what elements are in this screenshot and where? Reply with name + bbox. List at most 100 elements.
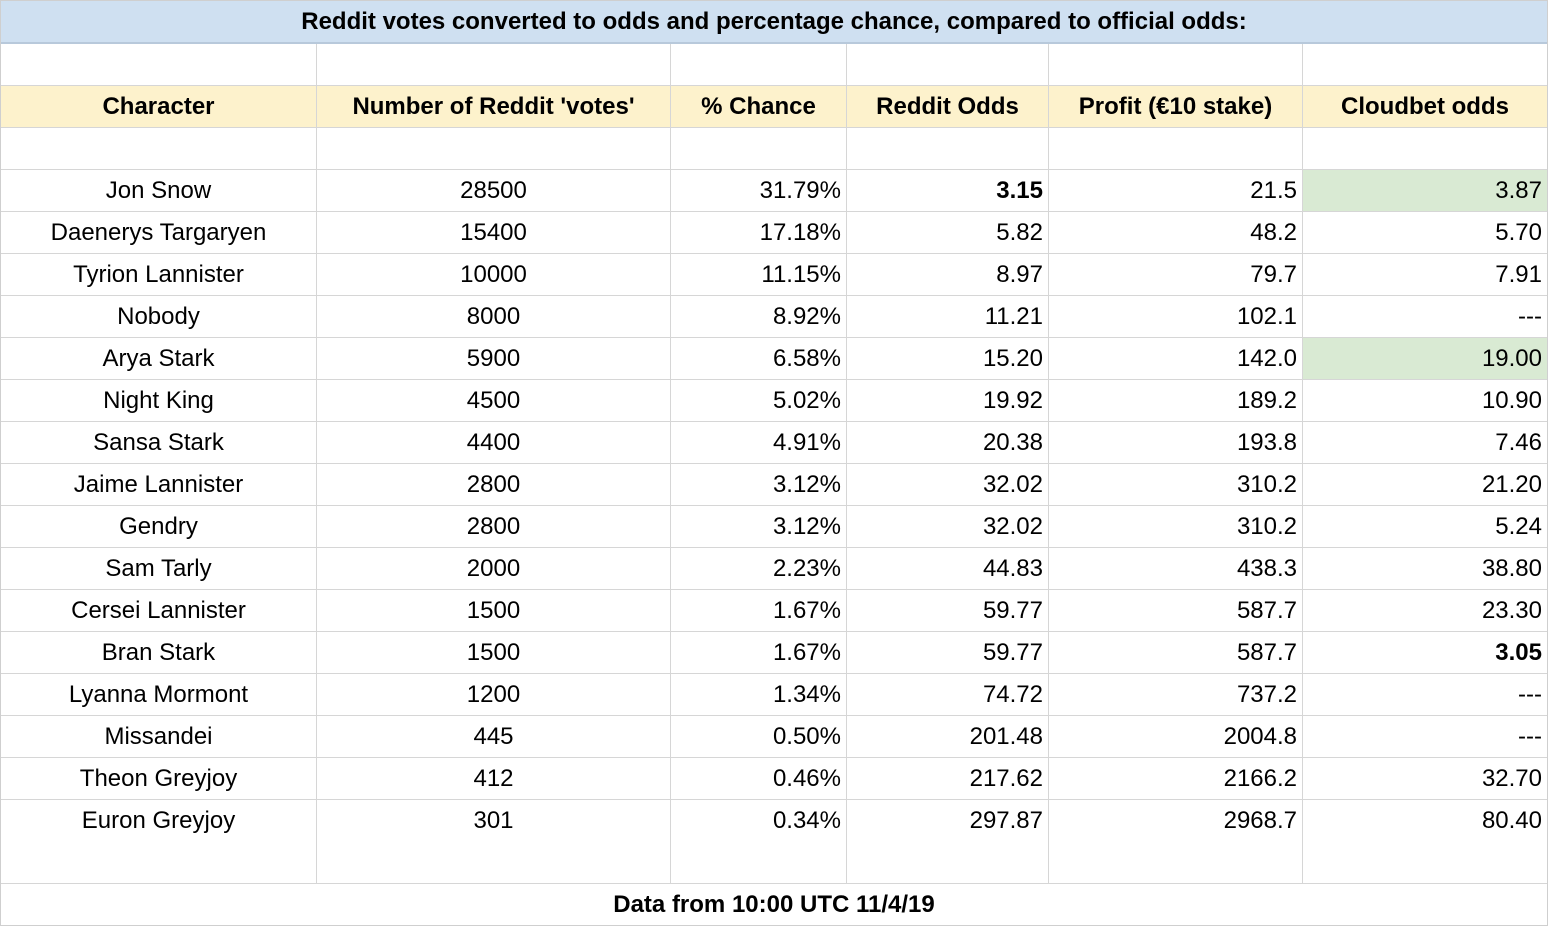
- cell-cloudbet-odds[interactable]: 10.90: [1481, 386, 1542, 414]
- cell-chance[interactable]: 3.12%: [671, 464, 847, 505]
- cell-reddit-odds[interactable]: 297.87: [847, 800, 1049, 842]
- cell[interactable]: [1049, 128, 1303, 169]
- cell[interactable]: [1, 128, 317, 169]
- cell[interactable]: [1, 44, 317, 85]
- cell-character[interactable]: Missandei: [1, 716, 317, 757]
- cell-chance[interactable]: 6.58%: [671, 338, 847, 379]
- cell-chance[interactable]: 0.50%: [671, 716, 847, 757]
- cell-profit[interactable]: 79.7: [1049, 254, 1303, 295]
- cell[interactable]: [1303, 128, 1547, 169]
- cell-votes[interactable]: 4400: [317, 422, 671, 463]
- cell-profit[interactable]: 438.3: [1049, 548, 1303, 589]
- cell-cloudbet-odds[interactable]: 32.70: [1481, 764, 1542, 792]
- header-chance[interactable]: % Chance: [671, 86, 847, 127]
- cell-chance[interactable]: 4.91%: [671, 422, 847, 463]
- cell-profit[interactable]: 2166.2: [1049, 758, 1303, 799]
- cell-profit[interactable]: 737.2: [1049, 674, 1303, 715]
- cell-votes[interactable]: 1500: [317, 632, 671, 673]
- cell-cloudbet-odds[interactable]: ---: [1518, 722, 1542, 750]
- header-votes[interactable]: Number of Reddit 'votes': [317, 86, 671, 127]
- cell-chance[interactable]: 8.92%: [671, 296, 847, 337]
- cell-votes[interactable]: 2800: [317, 464, 671, 505]
- cell-character[interactable]: Jaime Lannister: [1, 464, 317, 505]
- cell-cloudbet-odds[interactable]: 3.87: [1303, 170, 1547, 211]
- header-character[interactable]: Character: [1, 86, 317, 127]
- cell-character[interactable]: Daenerys Targaryen: [1, 212, 317, 253]
- cell[interactable]: [1, 842, 317, 883]
- cell-reddit-odds[interactable]: 74.72: [847, 674, 1049, 715]
- cell[interactable]: [317, 842, 671, 883]
- cell-votes[interactable]: 2800: [317, 506, 671, 547]
- cell-profit[interactable]: 21.5: [1049, 170, 1303, 211]
- cell-character[interactable]: Cersei Lannister: [1, 590, 317, 631]
- cell-cloudbet-odds[interactable]: 7.91: [1495, 260, 1542, 288]
- cell-chance[interactable]: 2.23%: [671, 548, 847, 589]
- cell-chance[interactable]: 0.34%: [671, 800, 847, 842]
- cell-chance[interactable]: 3.12%: [671, 506, 847, 547]
- cell-votes[interactable]: 1500: [317, 590, 671, 631]
- cell-character[interactable]: Lyanna Mormont: [1, 674, 317, 715]
- cell-cloudbet-odds[interactable]: 5.24: [1495, 512, 1542, 540]
- cell[interactable]: [1049, 842, 1303, 883]
- cell-character[interactable]: Bran Stark: [1, 632, 317, 673]
- cell-cloudbet-odds[interactable]: 7.46: [1495, 428, 1542, 456]
- cell-reddit-odds[interactable]: 3.15: [847, 170, 1049, 211]
- cell-character[interactable]: Nobody: [1, 296, 317, 337]
- cell-chance[interactable]: 0.46%: [671, 758, 847, 799]
- cell-profit[interactable]: 48.2: [1049, 212, 1303, 253]
- cell-votes[interactable]: 412: [317, 758, 671, 799]
- cell-profit[interactable]: 193.8: [1049, 422, 1303, 463]
- cell-chance[interactable]: 11.15%: [671, 254, 847, 295]
- cell-character[interactable]: Euron Greyjoy: [1, 800, 317, 842]
- cell[interactable]: [317, 44, 671, 85]
- cell-votes[interactable]: 5900: [317, 338, 671, 379]
- cell[interactable]: [847, 44, 1049, 85]
- cell-cloudbet-odds[interactable]: 19.00: [1303, 338, 1547, 379]
- cell-character[interactable]: Tyrion Lannister: [1, 254, 317, 295]
- cell-votes[interactable]: 10000: [317, 254, 671, 295]
- cell-reddit-odds[interactable]: 32.02: [847, 464, 1049, 505]
- header-profit[interactable]: Profit (€10 stake): [1049, 86, 1303, 127]
- cell-reddit-odds[interactable]: 20.38: [847, 422, 1049, 463]
- cell-reddit-odds[interactable]: 5.82: [847, 212, 1049, 253]
- cell[interactable]: [1049, 44, 1303, 85]
- cell-chance[interactable]: 17.18%: [671, 212, 847, 253]
- cell[interactable]: [317, 128, 671, 169]
- cell-profit[interactable]: 189.2: [1049, 380, 1303, 421]
- header-reddit-odds[interactable]: Reddit Odds: [847, 86, 1049, 127]
- cell-profit[interactable]: 2004.8: [1049, 716, 1303, 757]
- cell-reddit-odds[interactable]: 15.20: [847, 338, 1049, 379]
- header-cloudbet-odds[interactable]: Cloudbet odds: [1341, 92, 1509, 120]
- cell-chance[interactable]: 1.67%: [671, 590, 847, 631]
- cell-votes[interactable]: 301: [317, 800, 671, 842]
- cell[interactable]: [1303, 842, 1547, 883]
- cell-votes[interactable]: 15400: [317, 212, 671, 253]
- cell-chance[interactable]: 31.79%: [671, 170, 847, 211]
- cell-cloudbet-odds[interactable]: 80.40: [1481, 807, 1542, 834]
- cell-reddit-odds[interactable]: 59.77: [847, 590, 1049, 631]
- cell-cloudbet-odds[interactable]: 5.70: [1495, 218, 1542, 246]
- cell-cloudbet-odds[interactable]: ---: [1518, 680, 1542, 708]
- cell[interactable]: [847, 128, 1049, 169]
- footer-note[interactable]: Data from 10:00 UTC 11/4/19: [613, 891, 935, 918]
- cell-cloudbet-odds[interactable]: 3.05: [1495, 638, 1542, 666]
- cell-reddit-odds[interactable]: 44.83: [847, 548, 1049, 589]
- cell-reddit-odds[interactable]: 8.97: [847, 254, 1049, 295]
- sheet-title[interactable]: Reddit votes converted to odds and perce…: [301, 7, 1247, 35]
- cell[interactable]: [1303, 44, 1547, 85]
- cell-profit[interactable]: 102.1: [1049, 296, 1303, 337]
- cell[interactable]: [671, 842, 847, 883]
- cell[interactable]: [671, 44, 847, 85]
- cell-votes[interactable]: 28500: [317, 170, 671, 211]
- cell-profit[interactable]: 310.2: [1049, 464, 1303, 505]
- cell-profit[interactable]: 2968.7: [1049, 800, 1303, 842]
- cell-cloudbet-odds[interactable]: 38.80: [1481, 554, 1542, 582]
- cell-character[interactable]: Arya Stark: [1, 338, 317, 379]
- cell[interactable]: [847, 842, 1049, 883]
- cell-reddit-odds[interactable]: 19.92: [847, 380, 1049, 421]
- cell-votes[interactable]: 4500: [317, 380, 671, 421]
- cell-profit[interactable]: 587.7: [1049, 590, 1303, 631]
- cell-profit[interactable]: 310.2: [1049, 506, 1303, 547]
- cell-character[interactable]: Night King: [1, 380, 317, 421]
- cell-cloudbet-odds[interactable]: ---: [1518, 302, 1542, 330]
